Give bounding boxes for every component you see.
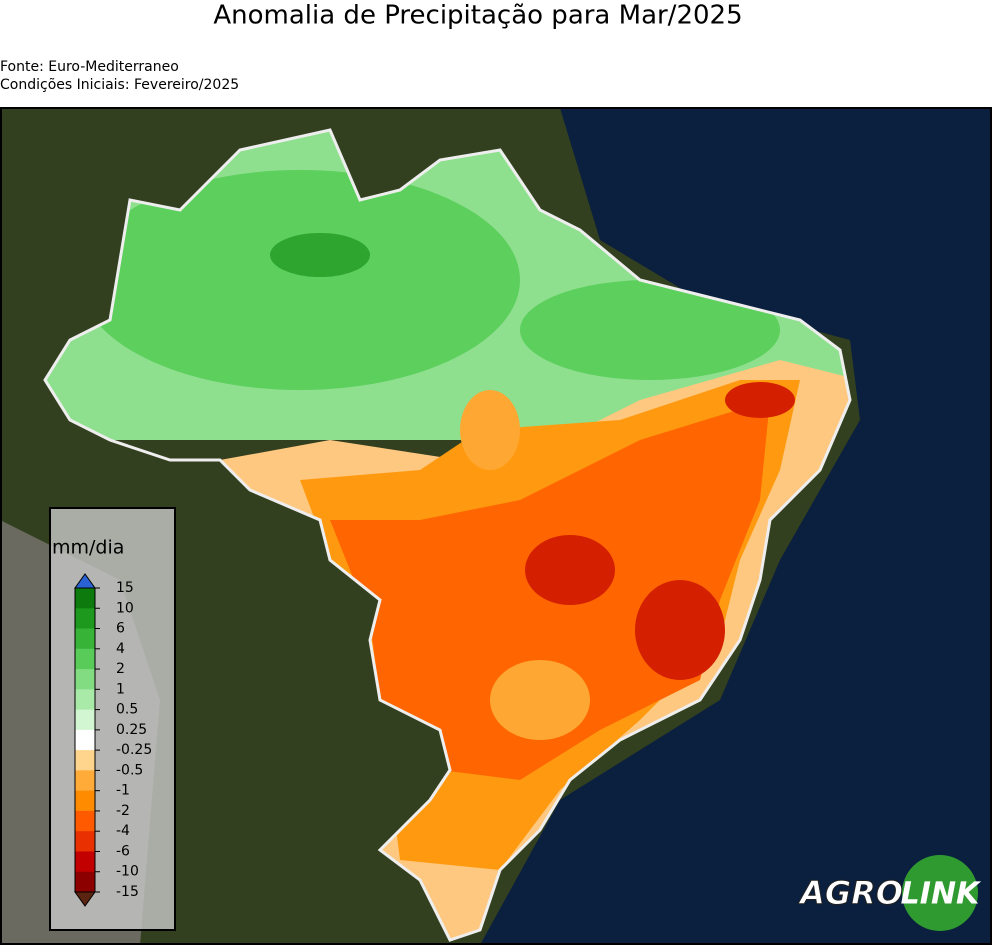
colorbar-tick-label: -15 — [116, 884, 139, 900]
colorbar-tick-label: 0.25 — [116, 722, 147, 738]
colorbar-tick-label: -0.25 — [116, 742, 152, 758]
logo: AGRO LINK — [797, 855, 982, 931]
colorbar-segment — [75, 729, 95, 751]
colorbar-segment — [75, 831, 95, 852]
colorbar-segment — [75, 750, 95, 771]
colorbar-segment — [75, 628, 95, 650]
colorbar-segment — [75, 689, 95, 711]
initial-conditions: Condições Iniciais: Fevereiro/2025 — [0, 77, 239, 93]
colorbar-tick-label: 10 — [116, 600, 134, 616]
colorbar-tick-label: 15 — [116, 580, 134, 596]
colorbar-tick-label: -4 — [116, 823, 130, 839]
border — [43, 128, 852, 942]
colorbar-tick-label: -2 — [116, 803, 130, 819]
colorbar-tick-label: -6 — [116, 843, 130, 859]
colorbar-tick-label: 6 — [116, 621, 125, 637]
colorbar-tick-label: 0.5 — [116, 702, 138, 718]
colorbar-segment — [75, 669, 95, 690]
colorbar-segment — [75, 790, 95, 812]
colorbar-segment — [75, 588, 95, 609]
colorbar-box — [49, 507, 176, 931]
source: Fonte: Euro-Mediterraneo — [0, 59, 179, 75]
colorbar-outline — [74, 587, 96, 893]
colorbar-segment — [75, 608, 95, 630]
colorbar: mm/dia 15 10 6 4 2 1 0.5 0.25 -0.25 -0.5 -1 -2 -4 -6 -… — [49, 507, 176, 931]
map: mm/dia 15 10 6 4 2 1 0.5 0.25 -0.25 -0.5 -1 -2 -4 -6 -… — [1, 108, 991, 944]
colorbar-tick-label: 4 — [116, 641, 125, 657]
colorbar-segment — [75, 810, 95, 832]
colorbar-tick-label: -10 — [116, 864, 139, 880]
colorbar-tick-label: -1 — [116, 783, 130, 799]
colorbar-tick-label: 2 — [116, 661, 125, 677]
colorbar-segment — [75, 648, 95, 670]
logo-circle — [902, 855, 978, 931]
title: Anomalia de Precipitação para Mar/2025 — [213, 1, 742, 31]
logo-left: AGRO — [797, 874, 903, 912]
map-frame — [0, 107, 992, 945]
colorbar-label: mm/dia — [52, 537, 124, 559]
colorbar-segment — [75, 851, 95, 873]
colorbar-segment — [75, 770, 95, 792]
colorbar-segment — [75, 709, 95, 731]
colorbar-tick-label: 1 — [116, 681, 125, 697]
colorbar-tick-label: -0.5 — [116, 762, 143, 778]
logo-right: LINK — [901, 877, 982, 912]
colorbar-segment — [75, 871, 95, 893]
